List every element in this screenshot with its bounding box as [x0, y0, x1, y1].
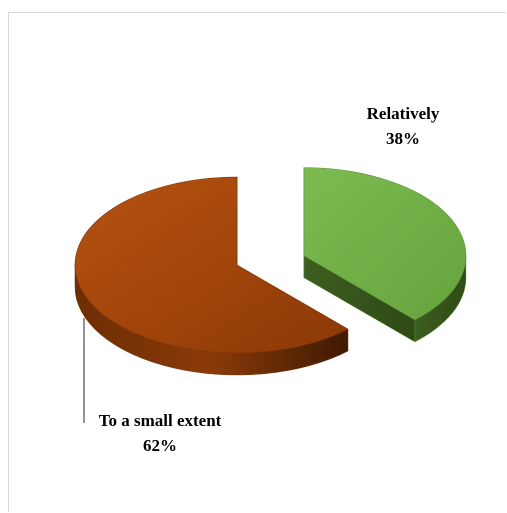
- slice-label-relatively-percent: 38%: [386, 129, 420, 148]
- slice-label-small-extent-name: To a small extent: [99, 411, 222, 430]
- pie-slice-relatively-top: [303, 167, 467, 321]
- pie-slice-small-extent[interactable]: [74, 176, 349, 376]
- labels-layer: Relatively 38% To a small extent 62%: [99, 104, 440, 455]
- slice-label-relatively-name: Relatively: [367, 104, 440, 123]
- pie-slice-relatively[interactable]: [303, 167, 467, 343]
- slices-layer: [74, 167, 467, 376]
- slice-label-small-extent-percent: 62%: [143, 436, 177, 455]
- pie-slice-small-extent-top: [74, 176, 349, 354]
